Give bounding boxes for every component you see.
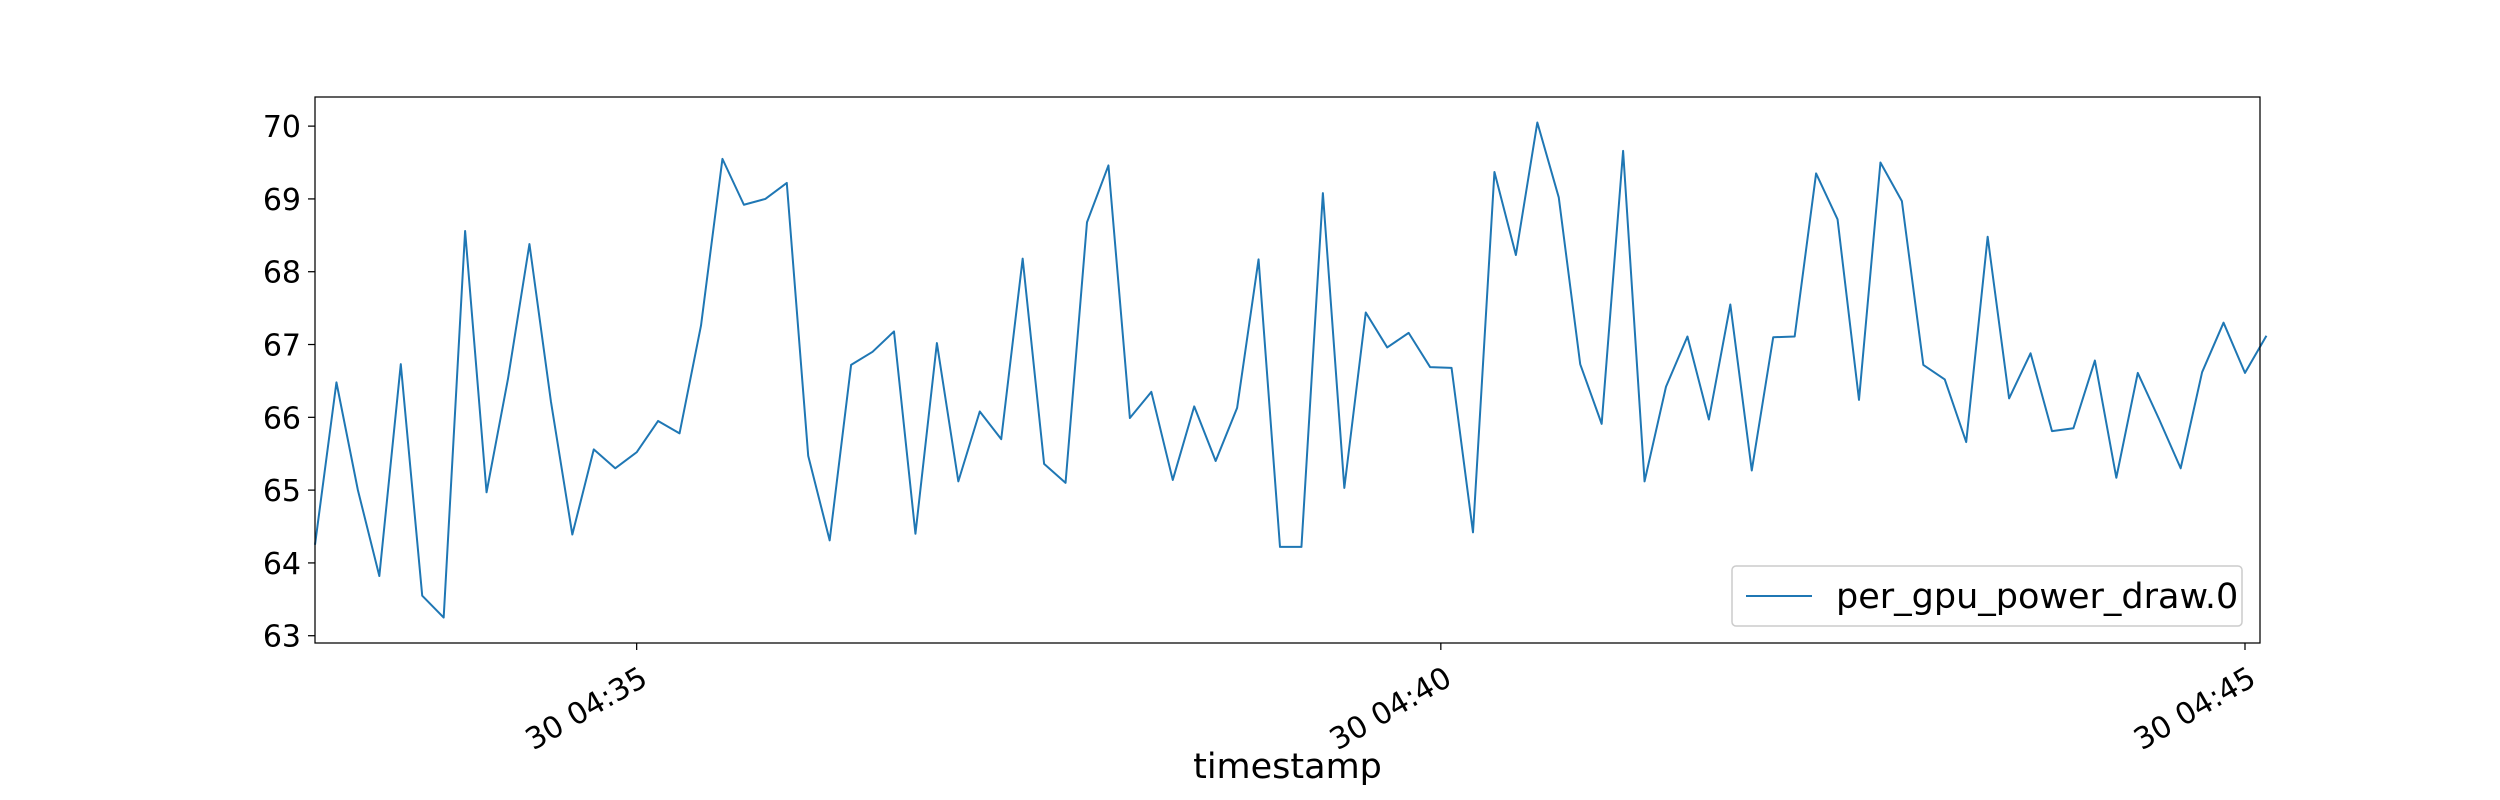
- x-tick-label: 30 04:45: [2128, 660, 2262, 757]
- y-tick-label: 65: [263, 474, 301, 509]
- plot-area-frame: [314, 96, 2261, 644]
- series-layer: [314, 121, 2268, 619]
- y-tick-label: 66: [263, 401, 301, 436]
- y-tick-label: 68: [263, 256, 301, 291]
- legend-label-per-gpu-power-draw-0: per_gpu_power_draw.0: [1836, 577, 2238, 617]
- x-axis-title: timestamp: [1193, 747, 1382, 787]
- legend: per_gpu_power_draw.0: [1731, 565, 2243, 627]
- x-tick-label: 30 04:35: [520, 660, 654, 757]
- y-tick-label: 67: [263, 329, 301, 364]
- y-tick-label: 64: [263, 547, 301, 582]
- y-tick-label: 69: [263, 183, 301, 218]
- y-tick-label: 63: [263, 620, 301, 655]
- legend-box: [1731, 565, 2243, 627]
- y-tick-label: 70: [263, 110, 301, 145]
- ticks-layer: 63 64 65 66 67 68 69 70 30 04:35 30 04:40 30 04:45: [263, 110, 2262, 758]
- x-tick-label: 30 04:40: [1324, 660, 1458, 757]
- series-line-0: [314, 121, 2268, 619]
